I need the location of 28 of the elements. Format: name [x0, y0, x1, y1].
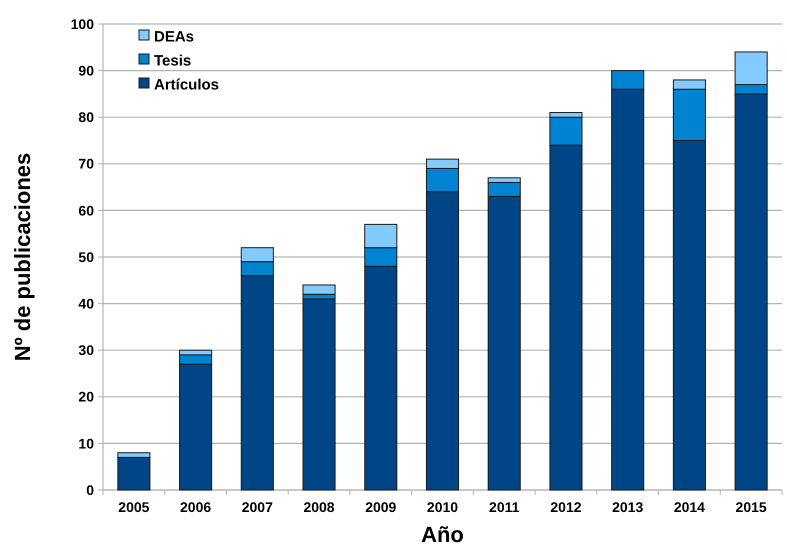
x-tick-label: 2005: [118, 499, 150, 515]
y-tick-label: 0: [86, 482, 94, 498]
x-tick-label: 2012: [550, 499, 582, 515]
x-tick-label: 2010: [426, 499, 458, 515]
x-tick-label: 2008: [303, 499, 335, 515]
y-tick-label: 80: [78, 109, 94, 126]
y-tick-label: 90: [78, 62, 94, 78]
x-tick-label: 2013: [612, 499, 644, 515]
legend-label: Tesis: [154, 52, 192, 70]
x-axis-title: Año: [421, 522, 464, 547]
y-tick-label: 40: [78, 296, 94, 312]
y-tick-label: 60: [78, 202, 94, 218]
x-tick-label: 2009: [365, 499, 397, 515]
legend-label: DEAs: [154, 28, 194, 46]
y-tick-label: 100: [70, 16, 94, 32]
bar: [302, 298, 336, 490]
x-tick-label: 2014: [674, 499, 706, 515]
y-tick-label: 30: [78, 342, 94, 358]
x-tick-label: 2011: [489, 499, 520, 515]
y-axis-title: Nº de publicaciones: [10, 152, 35, 362]
y-tick-label: 70: [78, 156, 94, 172]
x-tick-label: 2006: [180, 499, 212, 515]
y-tick-label: 50: [78, 248, 94, 265]
y-tick-label: 10: [78, 435, 94, 452]
x-tick-label: 2007: [242, 499, 274, 515]
y-tick-label: 20: [78, 388, 94, 405]
legend-label: Artículos: [154, 76, 220, 94]
x-tick-label: 2015: [736, 499, 767, 515]
